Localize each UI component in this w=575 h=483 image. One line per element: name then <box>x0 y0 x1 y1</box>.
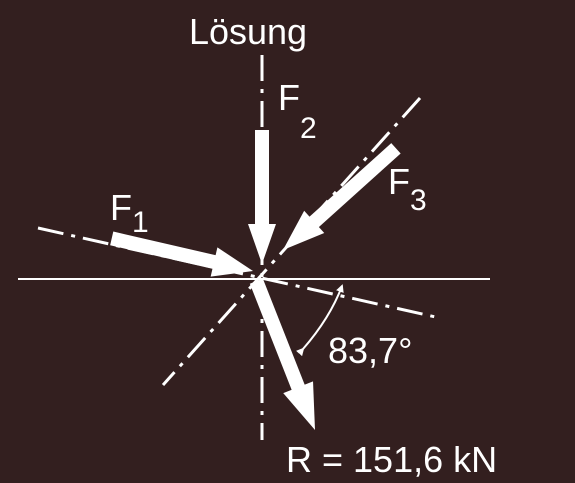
resultant-arrow <box>249 278 315 430</box>
resultant-label: R = 151,6 kN <box>286 439 497 480</box>
angle-label: 83,7° <box>328 330 412 371</box>
f2-arrow <box>248 130 276 264</box>
angle-arc <box>296 284 344 357</box>
f2-label: F2 <box>278 77 317 145</box>
f1-action-line <box>37 226 441 320</box>
f3-arrow <box>283 143 401 250</box>
diagram-title: Lösung <box>189 11 307 52</box>
f3-label: F3 <box>388 161 427 217</box>
f1-arrow <box>110 231 253 277</box>
f1-label: F1 <box>110 187 149 239</box>
